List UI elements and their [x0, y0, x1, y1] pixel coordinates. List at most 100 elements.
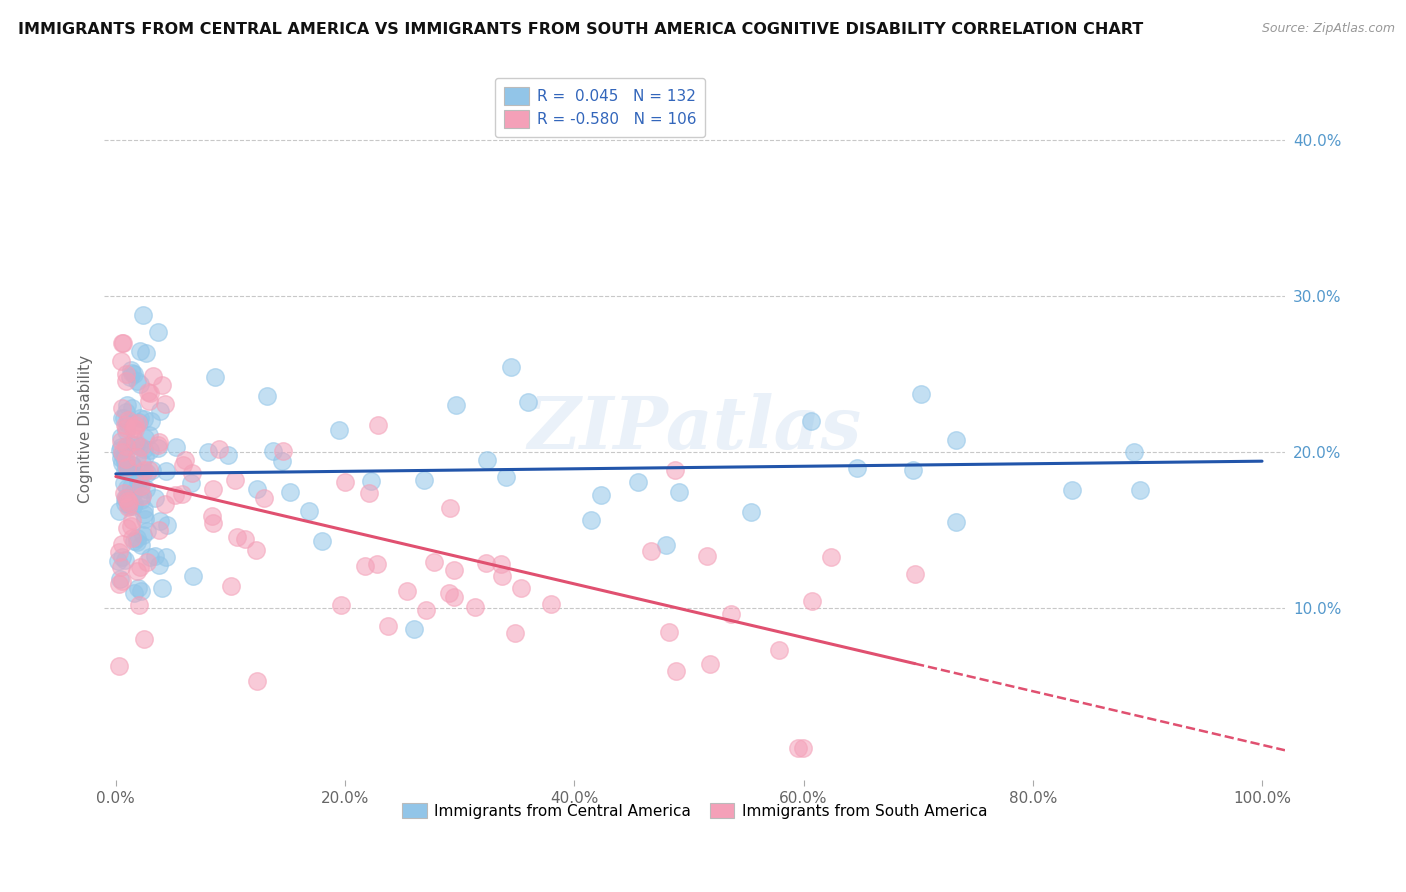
- Point: [125, 534, 148, 549]
- Point: [366, 558, 388, 572]
- Point: [801, 594, 824, 608]
- Point: [150, 581, 173, 595]
- Point: [127, 582, 149, 596]
- Point: [134, 431, 156, 445]
- Point: [579, 513, 602, 527]
- Point: [820, 550, 842, 565]
- Point: [112, 335, 135, 350]
- Point: [136, 384, 159, 399]
- Point: [768, 642, 790, 657]
- Point: [111, 445, 134, 459]
- Point: [172, 458, 194, 472]
- Point: [121, 458, 143, 472]
- Point: [197, 444, 219, 458]
- Point: [148, 523, 170, 537]
- Point: [443, 563, 465, 577]
- Point: [138, 394, 160, 409]
- Point: [121, 458, 143, 472]
- Point: [135, 346, 157, 360]
- Point: [201, 482, 224, 496]
- Point: [129, 411, 152, 425]
- Point: [122, 586, 145, 600]
- Point: [117, 496, 139, 510]
- Point: [134, 450, 156, 464]
- Point: [330, 599, 353, 613]
- Point: [945, 516, 967, 530]
- Point: [357, 485, 380, 500]
- Point: [122, 367, 145, 381]
- Point: [131, 488, 153, 502]
- Point: [122, 500, 145, 514]
- Point: [121, 531, 143, 545]
- Point: [128, 415, 150, 429]
- Point: [128, 470, 150, 484]
- Point: [540, 597, 562, 611]
- Point: [112, 485, 135, 500]
- Point: [118, 497, 141, 511]
- Text: ZIPatlas: ZIPatlas: [527, 393, 862, 464]
- Point: [246, 674, 269, 689]
- Point: [945, 433, 967, 447]
- Point: [118, 500, 141, 514]
- Point: [204, 369, 226, 384]
- Point: [112, 475, 135, 490]
- Point: [127, 474, 149, 488]
- Point: [115, 481, 138, 495]
- Point: [111, 401, 134, 416]
- Point: [114, 417, 136, 432]
- Point: [489, 558, 512, 572]
- Point: [110, 537, 132, 551]
- Point: [333, 475, 356, 490]
- Point: [132, 502, 155, 516]
- Point: [444, 398, 467, 412]
- Point: [110, 434, 132, 448]
- Point: [129, 493, 152, 508]
- Point: [121, 513, 143, 527]
- Point: [155, 497, 177, 511]
- Point: [125, 375, 148, 389]
- Point: [115, 464, 138, 478]
- Point: [354, 559, 377, 574]
- Point: [128, 377, 150, 392]
- Point: [120, 480, 142, 494]
- Point: [800, 413, 823, 427]
- Point: [131, 538, 153, 552]
- Point: [503, 626, 526, 640]
- Point: [143, 549, 166, 563]
- Point: [121, 366, 143, 380]
- Point: [128, 599, 150, 613]
- Point: [423, 555, 446, 569]
- Point: [233, 532, 256, 546]
- Y-axis label: Cognitive Disability: Cognitive Disability: [79, 354, 93, 502]
- Point: [115, 521, 138, 535]
- Point: [122, 533, 145, 548]
- Point: [134, 512, 156, 526]
- Point: [273, 444, 295, 458]
- Point: [298, 503, 321, 517]
- Point: [786, 741, 808, 756]
- Point: [110, 440, 132, 454]
- Point: [131, 456, 153, 470]
- Point: [110, 353, 132, 368]
- Point: [107, 576, 129, 591]
- Point: [655, 538, 678, 552]
- Point: [155, 464, 177, 478]
- Point: [117, 413, 139, 427]
- Point: [148, 434, 170, 449]
- Point: [148, 558, 170, 573]
- Point: [132, 412, 155, 426]
- Point: [475, 556, 498, 570]
- Point: [118, 442, 141, 456]
- Point: [143, 491, 166, 505]
- Point: [139, 443, 162, 458]
- Point: [122, 497, 145, 511]
- Point: [107, 504, 129, 518]
- Point: [129, 559, 152, 574]
- Point: [141, 369, 163, 384]
- Point: [377, 618, 399, 632]
- Point: [129, 440, 152, 454]
- Point: [125, 438, 148, 452]
- Point: [664, 463, 686, 477]
- Point: [110, 410, 132, 425]
- Point: [174, 453, 197, 467]
